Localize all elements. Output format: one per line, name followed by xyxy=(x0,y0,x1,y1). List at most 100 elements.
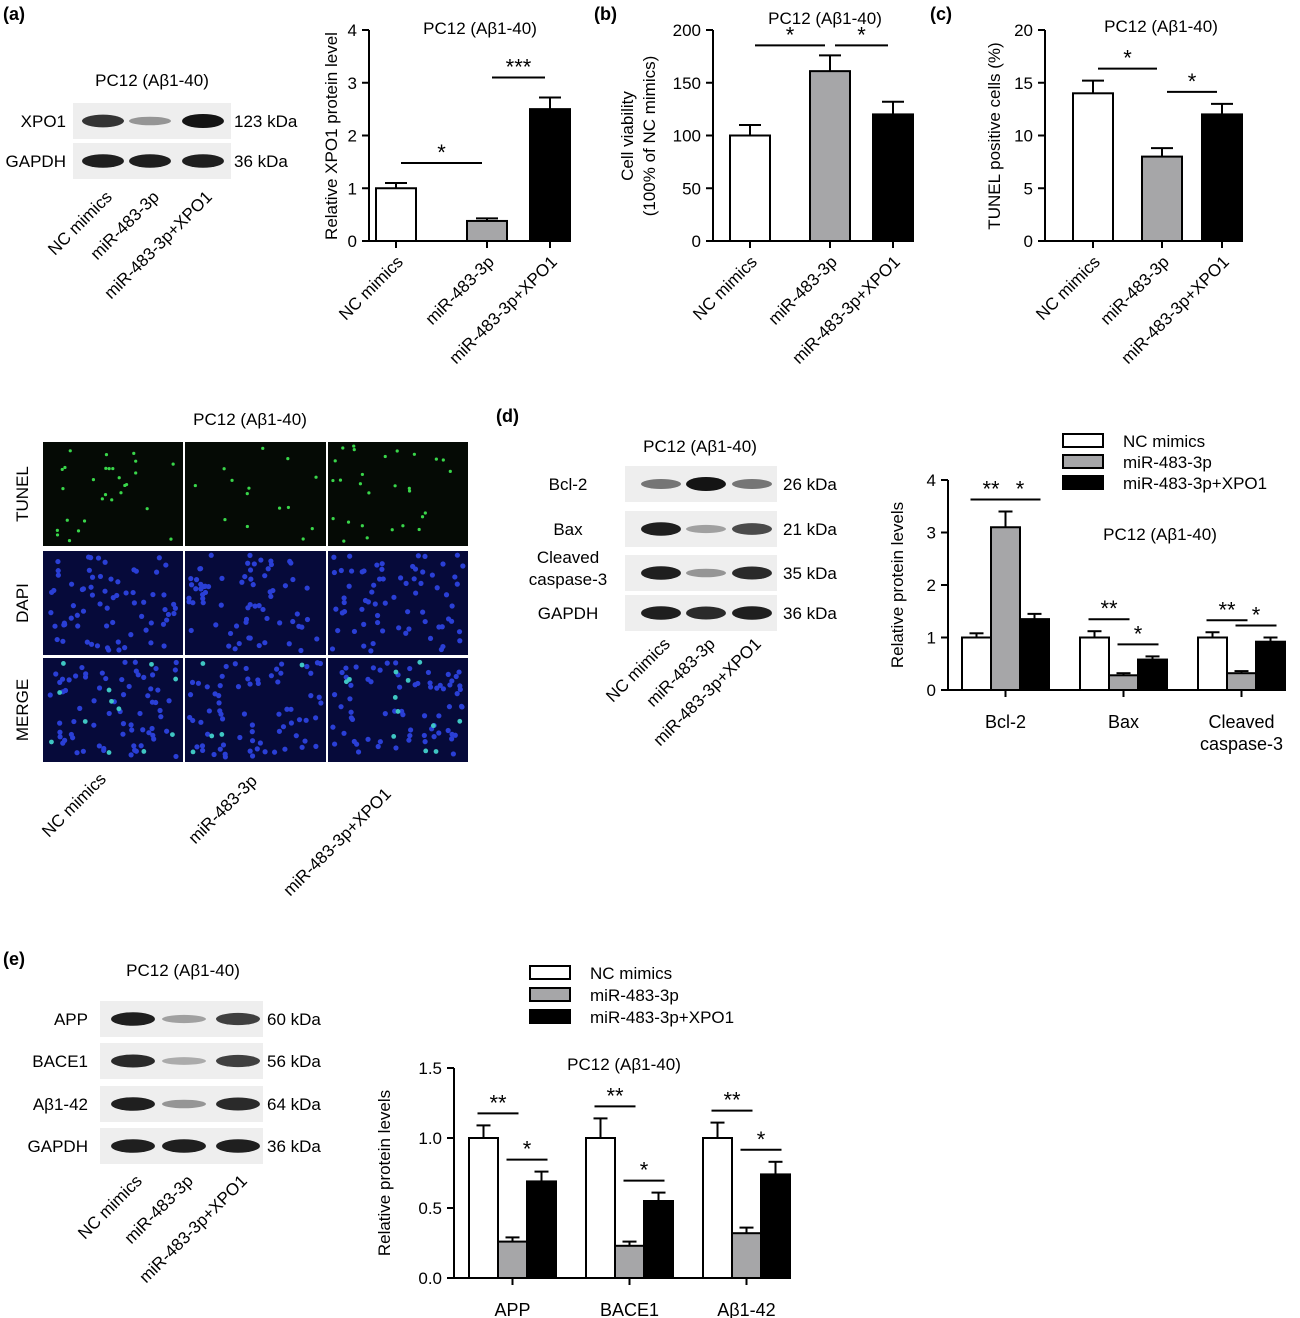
blot-band xyxy=(686,477,726,491)
nucleus xyxy=(299,744,305,750)
nucleus xyxy=(232,661,238,667)
tunel-dot xyxy=(100,497,104,501)
significance-marker: * xyxy=(1252,603,1261,628)
microscopy-row-label: MERGE xyxy=(13,679,32,741)
nucleus xyxy=(237,734,243,741)
nucleus xyxy=(374,562,380,568)
nucleus xyxy=(422,739,428,745)
significance-marker: ** xyxy=(606,1083,624,1108)
blot-protein-label: caspase-3 xyxy=(529,570,607,589)
tunel-dot xyxy=(423,511,427,515)
nucleus xyxy=(393,745,399,751)
tunel-dot xyxy=(286,457,290,461)
x-tick-label: APP xyxy=(494,1300,530,1318)
tunel-dot xyxy=(67,539,72,543)
tunel-dot xyxy=(331,517,335,521)
nucleus xyxy=(262,749,268,755)
nucleus xyxy=(422,553,428,560)
micrograph-tunel xyxy=(185,442,326,546)
nucleus xyxy=(243,619,249,625)
tunel-dot xyxy=(393,484,397,488)
nucleus xyxy=(443,592,450,598)
nucleus xyxy=(227,630,234,637)
nucleus xyxy=(88,584,94,590)
nucleus xyxy=(219,716,226,722)
nucleus xyxy=(115,579,121,585)
y-tick-label: 50 xyxy=(682,179,701,198)
blot-band xyxy=(216,1139,260,1153)
panel-label-d: (d) xyxy=(496,406,519,426)
nucleus xyxy=(425,669,432,676)
nucleus xyxy=(454,691,460,697)
bar xyxy=(375,187,417,242)
merge-dot xyxy=(116,706,122,712)
blot-protein-label: Cleaved xyxy=(537,548,599,567)
merge-dot xyxy=(457,718,463,724)
tunel-dot xyxy=(420,515,425,519)
tunel-dot xyxy=(434,457,438,461)
chart-title: PC12 (Aβ1-40) xyxy=(1103,525,1217,544)
y-tick-label: 0.5 xyxy=(418,1199,442,1218)
nucleus xyxy=(52,623,58,629)
nucleus xyxy=(161,643,167,649)
nucleus xyxy=(110,619,116,626)
nucleus xyxy=(282,746,288,752)
nucleus xyxy=(329,646,336,652)
tunel-dot xyxy=(245,491,249,496)
nucleus xyxy=(452,574,458,580)
y-tick-label: 4 xyxy=(348,21,357,40)
tunel-dot xyxy=(407,486,411,490)
tunel-dot xyxy=(55,533,60,537)
nucleus xyxy=(219,575,225,581)
merge-dot xyxy=(82,719,88,724)
nucleus xyxy=(186,595,192,601)
bar xyxy=(729,134,771,242)
significance-marker: * xyxy=(437,140,446,165)
nucleus xyxy=(460,563,466,569)
merge-dot xyxy=(423,748,429,754)
nucleus xyxy=(380,628,386,634)
micrograph-dapi xyxy=(328,551,468,655)
blot-title: PC12 (Aβ1-40) xyxy=(95,71,209,90)
blot-band xyxy=(732,566,772,580)
nucleus xyxy=(216,700,222,706)
y-tick-label: 100 xyxy=(673,127,701,146)
nucleus xyxy=(173,659,179,666)
y-axis-label: Relative protein levels xyxy=(375,1090,394,1256)
nucleus xyxy=(304,663,310,670)
y-tick-label: 150 xyxy=(673,74,701,93)
bar xyxy=(809,70,851,242)
micrograph-tunel xyxy=(43,442,183,546)
nucleus xyxy=(205,583,212,590)
nucleus xyxy=(110,595,116,601)
nucleus xyxy=(316,694,322,700)
tunel-dot xyxy=(341,446,345,450)
nucleus xyxy=(257,740,263,746)
merge-dot xyxy=(200,661,206,666)
nucleus xyxy=(165,611,172,618)
nucleus xyxy=(331,554,337,560)
nucleus xyxy=(308,670,314,676)
nucleus xyxy=(449,603,455,609)
nucleus xyxy=(62,737,68,743)
nucleus xyxy=(288,720,295,726)
nucleus xyxy=(135,672,141,678)
nucleus xyxy=(133,568,139,574)
nucleus xyxy=(77,705,83,711)
tunel-dot xyxy=(145,507,149,511)
merge-dot xyxy=(57,690,63,695)
nucleus xyxy=(60,638,66,644)
nucleus xyxy=(420,569,426,575)
blot-size-label: 21 kDa xyxy=(783,520,837,539)
nucleus xyxy=(374,612,381,619)
y-tick-label: 20 xyxy=(1014,21,1033,40)
nucleus xyxy=(94,643,101,649)
nucleus xyxy=(97,573,104,580)
nucleus xyxy=(49,589,55,595)
blot-band xyxy=(162,1014,206,1024)
nucleus xyxy=(382,600,388,606)
significance-marker: * xyxy=(1188,69,1197,94)
nucleus xyxy=(399,708,405,714)
nucleus xyxy=(145,693,151,699)
nucleus xyxy=(226,643,232,649)
